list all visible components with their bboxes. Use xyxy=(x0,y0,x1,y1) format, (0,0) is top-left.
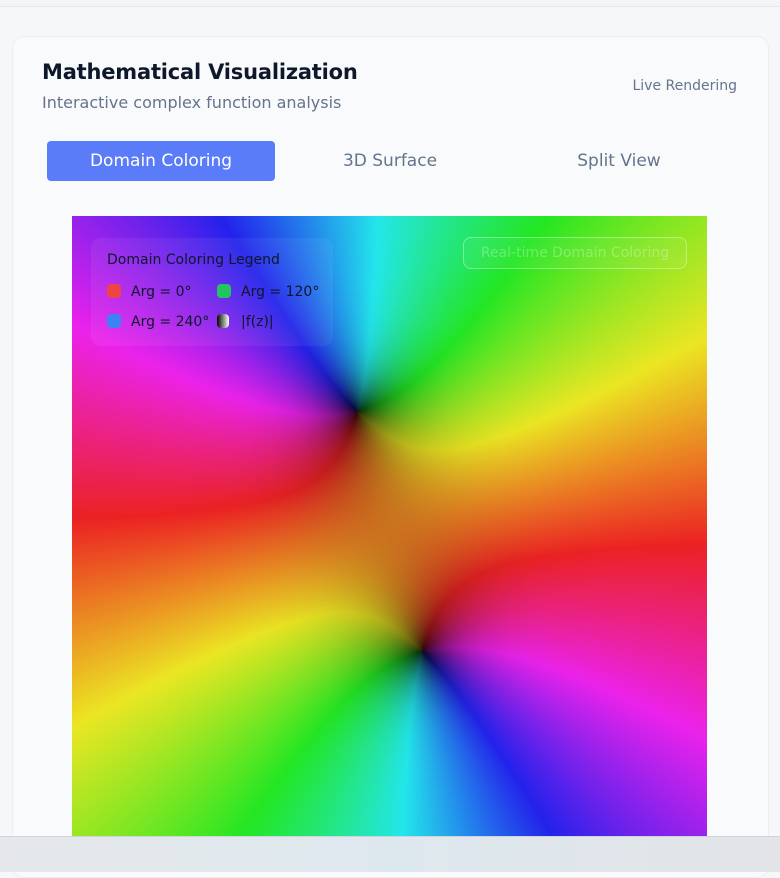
green-swatch xyxy=(217,284,231,298)
legend-item-arg-240: Arg = 240° xyxy=(107,312,209,332)
tab-split-view[interactable]: Split View xyxy=(577,151,661,171)
domain-coloring-canvas-wrapper[interactable] xyxy=(72,216,707,836)
page-subtitle: Interactive complex function analysis xyxy=(42,93,342,112)
magnitude-gradient-icon xyxy=(217,314,229,328)
domain-coloring-canvas[interactable] xyxy=(72,216,707,836)
realtime-domain-coloring-button[interactable]: Real-time Domain Coloring xyxy=(463,237,687,269)
view-tabs: Domain Coloring 3D Surface Split View xyxy=(47,141,733,181)
legend-label: Arg = 240° xyxy=(131,314,210,330)
bottom-bar xyxy=(0,836,780,872)
legend-item-magnitude: |f(z)| xyxy=(217,312,274,332)
legend-label: Arg = 120° xyxy=(241,284,320,300)
live-rendering-status: Live Rendering xyxy=(632,78,737,94)
legend-title: Domain Coloring Legend xyxy=(107,252,280,268)
legend-label: |f(z)| xyxy=(241,314,274,330)
red-swatch xyxy=(107,284,121,298)
blue-swatch xyxy=(107,314,121,328)
legend-item-arg-0: Arg = 0° xyxy=(107,282,192,302)
top-strip xyxy=(0,0,780,7)
legend-panel xyxy=(91,238,333,346)
tab-domain-coloring[interactable]: Domain Coloring xyxy=(47,141,275,181)
tab-3d-surface[interactable]: 3D Surface xyxy=(342,151,438,171)
legend-label: Arg = 0° xyxy=(131,284,192,300)
page-title: Mathematical Visualization xyxy=(42,60,358,84)
legend-item-arg-120: Arg = 120° xyxy=(217,282,319,302)
